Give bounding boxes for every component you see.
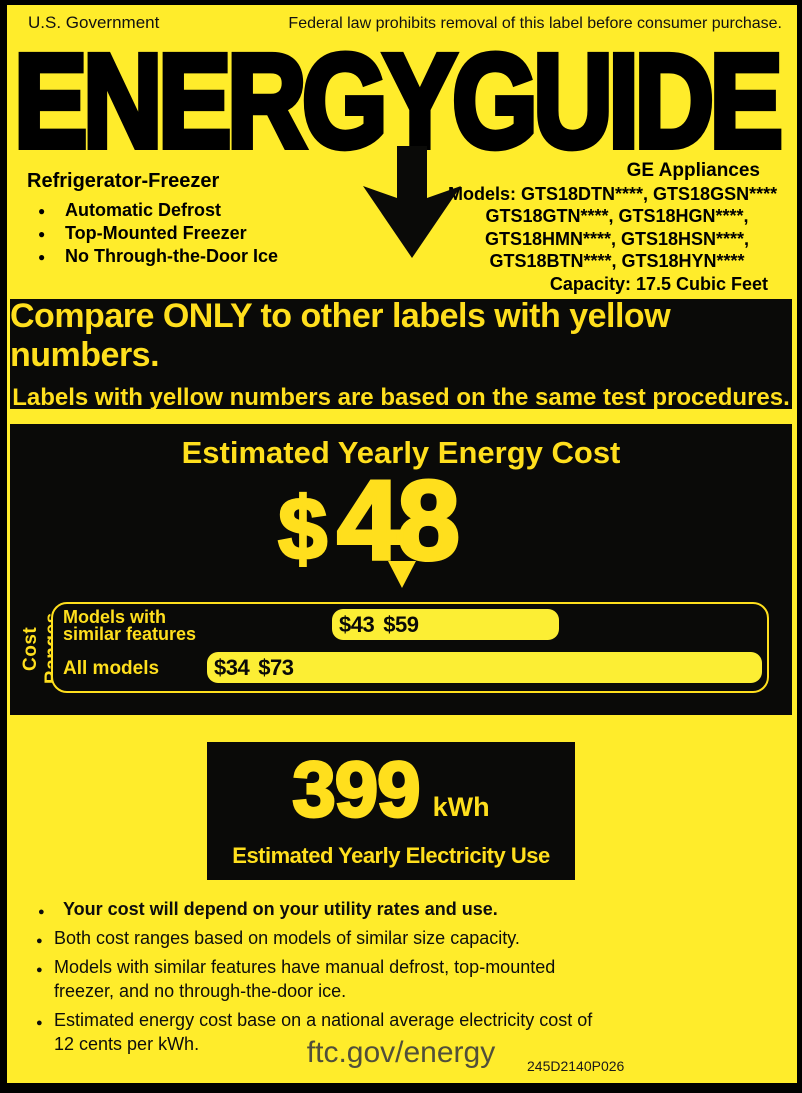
compare-banner: Compare ONLY to other labels with yellow… <box>10 296 792 411</box>
appliance-type: Refrigerator-Freezer <box>27 170 220 192</box>
capacity-text: Capacity: 17.5 Cubic Feet <box>549 273 768 294</box>
range-row-label: Models with similar features <box>63 607 197 644</box>
federal-law-notice: Federal law prohibits removal of this la… <box>288 15 782 32</box>
down-arrow-icon <box>363 146 461 258</box>
kwh-unit: kWh <box>432 792 490 822</box>
model-numbers-line: GTS18GTN****, GTS18HGN****, <box>485 206 749 226</box>
cost-position-marker-icon <box>388 561 416 588</box>
cost-ranges-axis-label: Cost Ranges <box>20 613 63 685</box>
range-min-value: $34 <box>214 654 250 680</box>
ftc-url: ftc.gov/energy <box>306 1036 496 1069</box>
energy-cost-value: $ 48 <box>0 456 759 585</box>
electricity-use-panel: 399 kWh Estimated Yearly Electricity Use <box>207 742 575 880</box>
feature-item: Top-Mounted Freezer <box>27 222 357 246</box>
model-numbers-line: Models: GTS18DTN****, GTS18GSN**** <box>448 183 778 204</box>
range-row-label: All models <box>63 658 160 679</box>
model-numbers-line: GTS18BTN****, GTS18HYN**** <box>489 251 745 271</box>
range-bar-similar-models: $43 $59 <box>332 609 559 640</box>
range-max-value: $73 <box>258 654 294 680</box>
footnote-item: Models with similar features have manual… <box>36 955 602 1003</box>
brand-name: GE Appliances <box>626 160 760 181</box>
cost-ranges-chart: Models with similar features $43 $59 All… <box>51 602 769 693</box>
range-max-value: $59 <box>383 611 419 637</box>
currency-symbol: $ <box>277 478 329 580</box>
range-min-value: $43 <box>339 611 375 637</box>
model-numbers-line: GTS18HMN****, GTS18HSN****, <box>484 228 750 249</box>
footnote-item: Estimated energy cost base on a national… <box>36 1008 602 1056</box>
label-part-number: 245D2140P026 <box>527 1058 625 1074</box>
electricity-use-caption: Estimated Yearly Electricity Use <box>232 843 550 868</box>
kwh-value: 399 <box>291 744 422 835</box>
appliance-features: Refrigerator-Freezer Automatic Defrost T… <box>27 170 357 269</box>
government-text: U.S. Government <box>28 13 160 32</box>
feature-item: No Through-the-Door Ice <box>27 245 357 269</box>
manufacturer-block: GE Appliances Models: GTS18DTN****, GTS1… <box>441 160 793 295</box>
footnote-item: Both cost ranges based on models of simi… <box>36 926 602 953</box>
footnote-item: Your cost will depend on your utility ra… <box>36 897 602 924</box>
compare-headline: Compare ONLY to other labels with yellow… <box>10 296 671 374</box>
electricity-use-value-row: 399 kWh <box>291 744 490 835</box>
energy-cost-heading: Estimated Yearly Energy Cost <box>181 435 621 470</box>
compare-subline: Labels with yellow numbers are based on … <box>12 383 790 411</box>
footnotes-list: Your cost will depend on your utility ra… <box>36 897 602 1061</box>
range-label-line: Models with <box>63 607 166 627</box>
range-bar-all-models: $34 $73 <box>207 652 762 683</box>
feature-item: Automatic Defrost <box>27 199 357 223</box>
range-label-line: similar features <box>63 624 197 644</box>
